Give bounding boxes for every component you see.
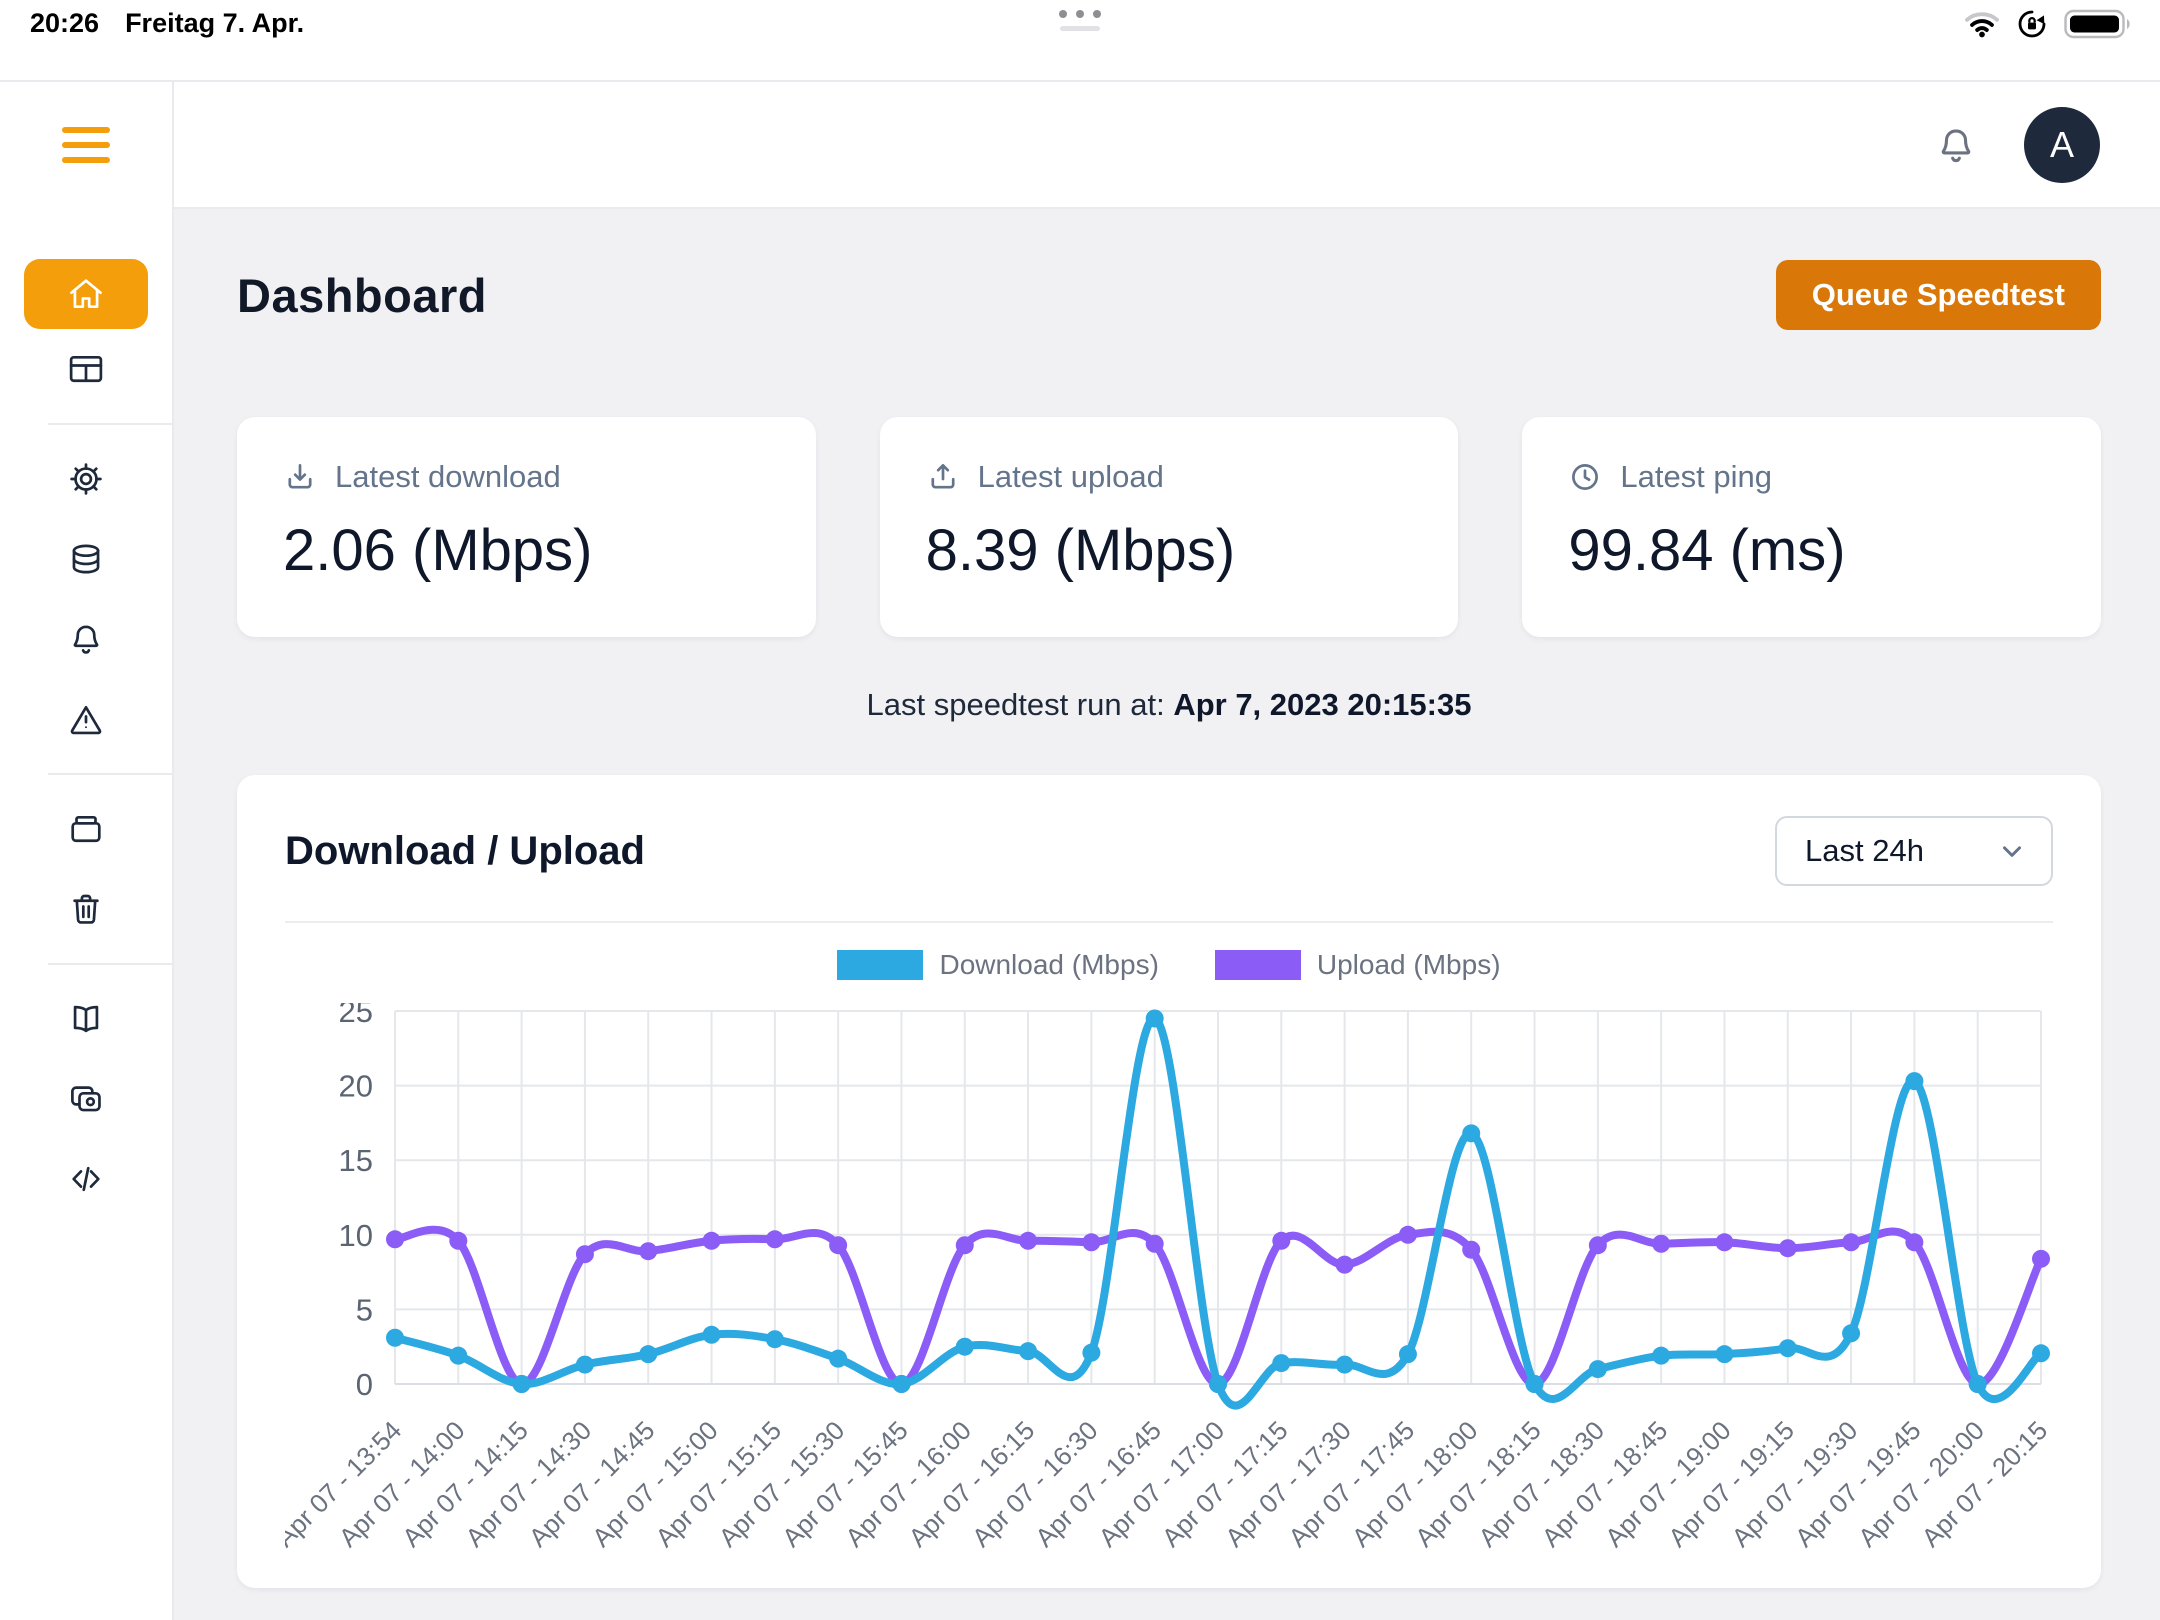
rotation-lock-icon [2018,10,2046,38]
cog-icon [70,463,102,495]
multitask-dots-icon [1059,10,1101,18]
grab-handle [1060,26,1100,31]
avatar[interactable]: A [2024,106,2100,183]
top-navbar: A [174,82,2160,207]
stat-label: Latest download [335,459,561,494]
last-run-prefix: Last speedtest run at: [866,687,1165,722]
stat-value: 2.06 (Mbps) [283,518,593,583]
sidebar-item-screenshots[interactable] [0,1059,172,1139]
stat-card-download: Latest download 2.06 (Mbps) [237,417,816,637]
svg-text:20: 20 [339,1069,373,1104]
svg-text:5: 5 [356,1292,373,1327]
menu-icon[interactable] [62,126,110,163]
sidebar-item-api[interactable] [0,1139,172,1219]
navbar-divider [0,207,2160,209]
svg-text:0: 0 [356,1367,373,1402]
svg-text:25: 25 [339,1003,373,1029]
sidebar-item-alerts[interactable] [0,679,172,759]
stat-card-upload: Latest upload 8.39 (Mbps) [879,417,1459,637]
table-cells-icon [69,355,103,383]
archive-box-icon [71,815,101,843]
stat-value: 99.84 (ms) [1568,518,1846,583]
chart-legend: Download (Mbps) Upload (Mbps) [285,949,2053,981]
svg-text:15: 15 [339,1143,373,1178]
sidebar-item-notifications[interactable] [0,599,172,679]
status-bar: 20:26 Freitag 7. Apr. [0,0,2160,80]
legend-label: Download (Mbps) [939,949,1159,980]
queue-speedtest-button[interactable]: Queue Speedtest [1775,260,2101,330]
clock-icon [1572,464,1599,490]
page-title: Dashboard [237,268,487,322]
book-open-icon [73,1005,99,1033]
sidebar-item-results[interactable] [0,329,172,409]
wifi-icon [1965,12,1999,38]
sidebar-item-trash[interactable] [0,869,172,949]
trash-icon [73,894,99,924]
sidebar-divider [48,423,172,425]
battery-full-icon [2064,9,2130,39]
multitask-indicator[interactable] [1059,10,1101,31]
bell-icon [73,625,99,654]
notifications-bell-icon[interactable] [1934,123,1978,167]
last-run-timestamp: Apr 7, 2023 20:15:35 [1173,687,1472,722]
chevron-down-icon [2003,846,2021,857]
download-icon [288,464,312,489]
time-range-value: Last 24h [1805,833,1924,868]
legend-item-download[interactable]: Download (Mbps) [837,949,1159,981]
stat-label: Latest upload [977,459,1164,494]
home-icon [70,279,102,309]
stat-label: Latest ping [1620,459,1773,494]
time-range-select[interactable]: Last 24h [1775,816,2053,886]
sidebar-divider [48,963,172,965]
sidebar-item-dashboard[interactable] [24,259,148,329]
exclamation-triangle-icon [70,705,102,735]
status-time: 20:26 [30,8,100,38]
chart-title: Download / Upload [285,828,645,873]
main-content: Dashboard Queue Speedtest Latest downloa… [174,209,2160,1620]
chart-header-divider [285,921,2053,923]
legend-swatch-upload [1214,950,1301,980]
sidebar-item-archive[interactable] [0,789,172,869]
svg-text:10: 10 [339,1218,373,1253]
legend-label: Upload (Mbps) [1316,949,1501,980]
sidebar-item-docs[interactable] [0,979,172,1059]
status-time-date: 20:26 Freitag 7. Apr. [30,8,304,39]
last-run-line: Last speedtest run at: Apr 7, 2023 20:15… [237,687,2101,723]
chart-card: Download / Upload Last 24h Download (Mbp… [237,775,2101,1588]
duplicate-icon [71,1086,101,1112]
legend-item-upload[interactable]: Upload (Mbps) [1214,949,1501,981]
upload-icon [931,464,955,489]
sidebar-divider [48,773,172,775]
circle-stack-icon [72,544,100,574]
legend-swatch-download [837,950,924,980]
sidebar-item-settings[interactable] [0,439,172,519]
statusbar-divider [0,80,2160,82]
stat-card-ping: Latest ping 99.84 (ms) [1522,417,2102,637]
sidebar-item-data[interactable] [0,519,172,599]
code-icon [72,1166,100,1192]
sidebar [0,82,174,1620]
stat-value: 8.39 (Mbps) [925,518,1236,583]
status-date: Freitag 7. Apr. [125,8,305,38]
